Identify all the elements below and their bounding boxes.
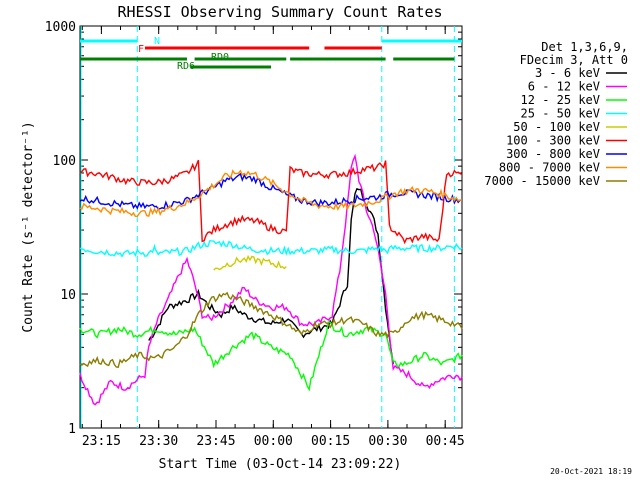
series-line xyxy=(213,254,287,271)
legend-label: 7000 - 15000 keV xyxy=(484,174,600,188)
series-line xyxy=(79,291,463,368)
y-axis-title: Count Rate (s⁻¹ detector⁻¹) xyxy=(21,121,36,332)
legend-label: 25 - 50 keV xyxy=(521,107,600,121)
x-tick-label: 00:00 xyxy=(254,434,293,449)
x-tick-label: 23:45 xyxy=(196,434,235,449)
plot-frame xyxy=(79,25,463,429)
chart-title: RHESSI Observing Summary Count Rates xyxy=(117,3,442,21)
x-tick-label: 23:30 xyxy=(139,434,178,449)
state-bar-label: RD6 xyxy=(177,61,195,72)
legend-label: 100 - 300 keV xyxy=(506,134,600,148)
legend-header-1: Det 1,3,6,9, xyxy=(541,40,628,54)
legend-label: 300 - 800 keV xyxy=(506,147,600,161)
series-line xyxy=(79,239,463,258)
x-tick-label: 00:45 xyxy=(426,434,465,449)
x-axis-title: Start Time (03-Oct-14 23:09:22) xyxy=(159,457,402,472)
y-tick-label: 10 xyxy=(60,288,76,303)
y-tick-label: 1000 xyxy=(45,20,76,35)
x-tick-label: 00:30 xyxy=(368,434,407,449)
state-bar-label: RD0 xyxy=(211,52,229,63)
series-line xyxy=(79,169,463,217)
y-tick-label: 100 xyxy=(53,154,76,169)
footer-timestamp: 20-Oct-2021 18:19 xyxy=(550,467,632,476)
state-bar-label: F xyxy=(138,44,144,55)
series-line xyxy=(79,321,463,392)
series-line xyxy=(79,172,463,211)
legend-label: 12 - 25 keV xyxy=(521,93,600,107)
state-bar-label: N xyxy=(154,36,160,47)
legend-label: 50 - 100 keV xyxy=(513,120,600,134)
x-tick-label: 23:15 xyxy=(82,434,121,449)
y-tick-label: 1 xyxy=(68,422,76,437)
legend-header-2: FDecim 3, Att 0 xyxy=(520,53,628,67)
legend-label: 800 - 7000 keV xyxy=(499,161,600,175)
series-line xyxy=(79,159,463,245)
series-line xyxy=(79,153,463,406)
legend-label: 6 - 12 keV xyxy=(528,80,600,94)
series-line xyxy=(148,187,394,365)
legend-label: 3 - 6 keV xyxy=(535,66,600,80)
x-tick-label: 00:15 xyxy=(311,434,350,449)
